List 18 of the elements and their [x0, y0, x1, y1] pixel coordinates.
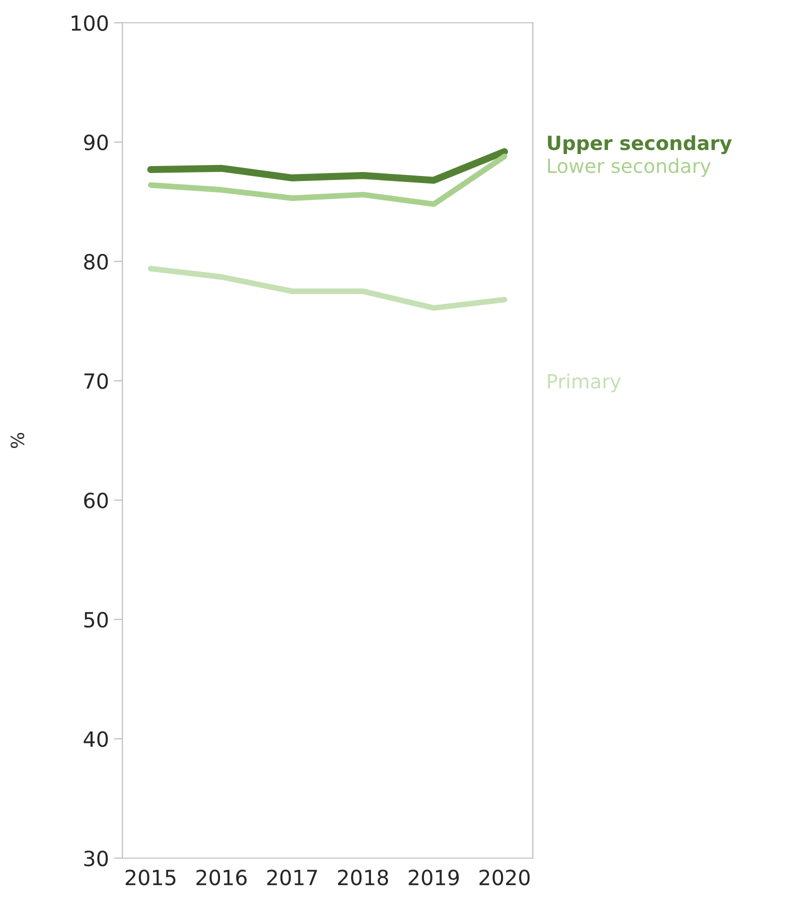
text: Primary	[548, 374, 621, 392]
y-tick-label: 30	[84, 850, 108, 866]
y-tick-label: 100	[72, 15, 108, 31]
y-tick-label: 70	[84, 373, 108, 389]
y-axis-title: %	[10, 432, 24, 448]
y-tick-label: 40	[84, 731, 108, 747]
y-tick-label: 90	[84, 134, 108, 150]
text: Upper secondary	[548, 135, 732, 154]
x-tick-label: 2020	[480, 870, 530, 886]
y-tick-label: 80	[84, 254, 108, 270]
y-tick-label: 60	[84, 492, 108, 508]
x-tick-label: 2019	[408, 870, 459, 886]
x-tick-label: 2015	[126, 870, 176, 886]
x-tick-label: 2016	[196, 870, 247, 886]
text: Lower secondary	[548, 158, 711, 177]
x-tick-label: 2017	[267, 870, 317, 886]
y-tick-label: 50	[84, 612, 108, 628]
x-tick-label: 2018	[338, 870, 388, 886]
